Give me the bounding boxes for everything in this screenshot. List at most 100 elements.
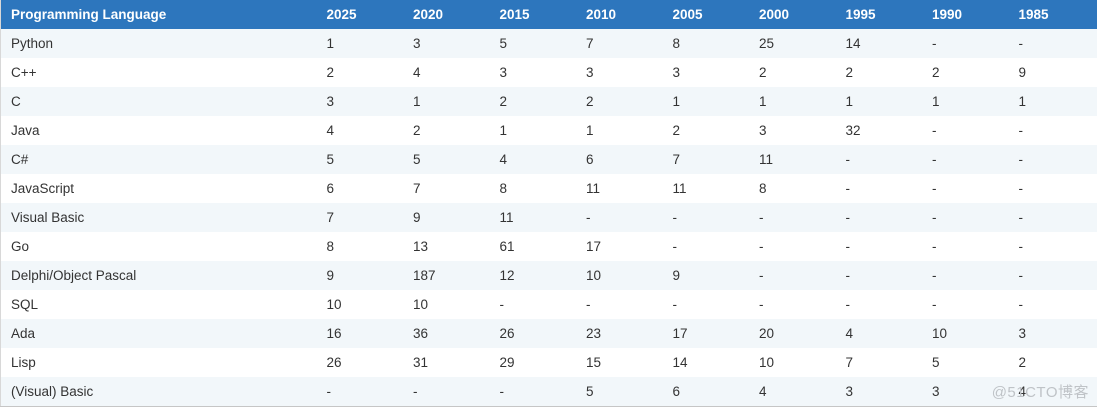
rank-cell: - <box>932 123 937 138</box>
rank-cell: 187 <box>413 268 436 283</box>
rank-cell: 1 <box>845 94 854 109</box>
rank-cell: 26 <box>499 326 515 341</box>
rank-cell: 14 <box>672 355 688 370</box>
rank-cell: 2 <box>413 123 421 138</box>
rank-cell: - <box>1018 36 1024 51</box>
col-header-2000: 2000 <box>751 0 838 29</box>
rank-cell: 3 <box>326 94 335 109</box>
table-row: Python 1 3 5 7 8 25 14 - - <box>0 29 1097 58</box>
rank-cell: 4 <box>845 326 854 341</box>
language-cell: JavaScript <box>11 181 75 196</box>
rank-cell: 5 <box>586 384 594 399</box>
rank-cell: - <box>499 384 505 399</box>
rank-cell: - <box>1018 152 1024 167</box>
rank-cell: 3 <box>845 384 854 399</box>
rank-cell: - <box>845 297 851 312</box>
rank-cell: 6 <box>326 181 335 196</box>
table-row: C 3 1 2 2 1 1 1 1 1 <box>0 87 1097 116</box>
rank-cell: - <box>932 268 937 283</box>
rank-cell: 7 <box>586 36 594 51</box>
rank-cell: 20 <box>759 326 775 341</box>
col-header-1990: 1990 <box>924 0 1011 29</box>
rank-cell: 4 <box>413 65 421 80</box>
language-cell: Go <box>11 239 30 254</box>
rank-cell: 14 <box>845 36 861 51</box>
rank-cell: 32 <box>845 123 861 138</box>
rank-cell: - <box>499 297 505 312</box>
rank-cell: 29 <box>499 355 515 370</box>
table-row: C++ 2 4 3 3 3 2 2 2 9 <box>0 58 1097 87</box>
rank-cell: - <box>759 268 764 283</box>
rank-cell: 7 <box>845 355 854 370</box>
rank-cell: 10 <box>932 326 948 341</box>
table-row: Delphi/Object Pascal 9 187 12 10 9 - - - - <box>0 261 1097 290</box>
rank-cell: 2 <box>326 65 335 80</box>
rank-cell: 3 <box>932 384 940 399</box>
rank-cell: 10 <box>759 355 775 370</box>
rank-cell: 10 <box>586 268 602 283</box>
rank-cell: - <box>932 36 937 51</box>
rank-cell: 2 <box>845 65 854 80</box>
rank-cell: 11 <box>499 210 514 225</box>
rank-cell: - <box>672 210 678 225</box>
rank-cell: 15 <box>586 355 602 370</box>
rank-cell: 3 <box>499 65 508 80</box>
language-cell: C <box>11 94 21 109</box>
rank-cell: - <box>845 268 851 283</box>
rank-cell: 36 <box>413 326 429 341</box>
rank-cell: 1 <box>413 94 421 109</box>
rank-cell: 2 <box>932 65 940 80</box>
col-header-2025: 2025 <box>318 0 405 29</box>
rank-cell: - <box>672 297 678 312</box>
rank-cell: 1 <box>932 94 940 109</box>
rank-cell: 1 <box>326 36 335 51</box>
rank-cell: 3 <box>672 65 681 80</box>
rank-cell: 8 <box>326 239 335 254</box>
rank-cell: 6 <box>586 152 594 167</box>
rank-cell: 16 <box>326 326 342 341</box>
rank-cell: 2 <box>759 65 767 80</box>
rank-cell: 7 <box>326 210 335 225</box>
rank-cell: 9 <box>1018 65 1027 80</box>
language-cell: (Visual) Basic <box>11 384 94 399</box>
language-cell: Lisp <box>11 355 36 370</box>
rank-cell: 1 <box>759 94 767 109</box>
rank-cell: 11 <box>759 152 774 167</box>
rank-cell: 8 <box>759 181 767 196</box>
table-row: Ada 16 36 26 23 17 20 4 10 3 <box>0 319 1097 348</box>
rank-cell: 8 <box>499 181 508 196</box>
rank-cell: 4 <box>326 123 335 138</box>
rank-cell: - <box>932 297 937 312</box>
rank-cell: 11 <box>672 181 687 196</box>
table-row: Lisp 26 31 29 15 14 10 7 5 2 <box>0 348 1097 377</box>
col-header-1985: 1985 <box>1010 0 1097 29</box>
table-row: SQL 10 10 - - - - - - - <box>0 290 1097 319</box>
rank-cell: 3 <box>1018 326 1027 341</box>
language-cell: Visual Basic <box>11 210 85 225</box>
rank-cell: - <box>1018 297 1024 312</box>
rank-cell: 13 <box>413 239 429 254</box>
rank-cell: 61 <box>499 239 515 254</box>
rank-cell: - <box>932 181 937 196</box>
rank-cell: 23 <box>586 326 602 341</box>
rank-cell: 9 <box>326 268 335 283</box>
language-cell: Delphi/Object Pascal <box>11 268 137 283</box>
table-row: C# 5 5 4 6 7 11 - - - <box>0 145 1097 174</box>
language-cell: C++ <box>11 65 37 80</box>
rank-cell: 2 <box>586 94 594 109</box>
rank-cell: - <box>1018 239 1024 254</box>
rank-cell: 3 <box>586 65 594 80</box>
rank-cell: - <box>845 239 851 254</box>
rank-cell: 3 <box>413 36 421 51</box>
rank-cell: 1 <box>672 94 681 109</box>
language-cell: Ada <box>11 326 36 341</box>
rank-cell: - <box>932 239 937 254</box>
language-cell: SQL <box>11 297 39 312</box>
header-row: Programming Language 2025 2020 2015 2010 2005… <box>0 0 1097 29</box>
col-header-2015: 2015 <box>491 0 578 29</box>
rank-cell: 25 <box>759 36 775 51</box>
rank-cell: 1 <box>499 123 508 138</box>
rank-cell: 5 <box>413 152 421 167</box>
rank-cell: 4 <box>759 384 767 399</box>
rank-cell: - <box>586 297 591 312</box>
